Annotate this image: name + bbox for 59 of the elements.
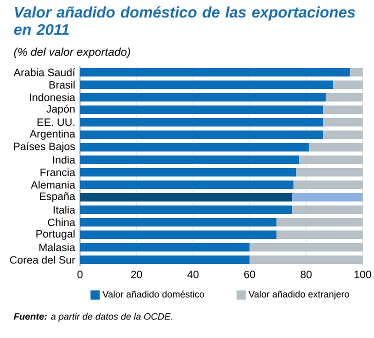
y-tick-label: Japón	[46, 104, 75, 115]
y-tick-label: India	[53, 156, 76, 164]
chart-title: Valor añadido doméstico de las exportaciones en 2011	[14, 6, 356, 35]
bar	[326, 92, 363, 102]
bar	[80, 68, 350, 76]
bar	[250, 255, 363, 264]
bar	[80, 80, 333, 89]
y-tick-label: España	[40, 192, 76, 202]
x-tick-label: 40	[187, 270, 199, 278]
y-tick-label: Arabia Saudí	[14, 68, 76, 76]
bar	[296, 168, 363, 176]
chart-subtitle: (% del valor exportado)	[14, 48, 130, 58]
bar	[80, 118, 324, 126]
y-tick-label: EE. UU.	[38, 118, 74, 126]
y-tick-label: China	[48, 218, 76, 226]
bar	[80, 242, 250, 252]
bar	[323, 130, 363, 139]
bar	[276, 230, 363, 239]
legend-label: Valor añadido extranjero	[248, 290, 350, 300]
bar	[80, 218, 276, 226]
bar	[80, 105, 324, 114]
y-tick-label: Portugal	[36, 230, 75, 240]
bar	[80, 192, 292, 202]
bar	[80, 255, 250, 264]
x-tick-label: 60	[244, 270, 256, 278]
bar	[299, 155, 363, 164]
bar	[80, 92, 326, 102]
x-tick-label: 100	[354, 270, 372, 278]
bar	[350, 68, 363, 76]
y-tick-label: Alemania	[30, 180, 76, 189]
bar	[80, 142, 309, 152]
bar	[250, 242, 363, 252]
y-tick-label: Argentina	[30, 130, 76, 140]
y-tick-label: Brasil	[50, 80, 75, 89]
bar	[80, 230, 276, 239]
bar	[80, 168, 296, 176]
bar	[292, 192, 363, 202]
y-tick-label: Indonesia	[30, 93, 76, 102]
bar	[293, 180, 363, 189]
bar	[80, 180, 294, 189]
bar	[332, 80, 363, 89]
y-tick-label: Países Bajos	[14, 142, 75, 152]
bar	[323, 105, 363, 114]
legend-label: Valor añadido doméstico	[102, 290, 204, 298]
x-tick-label: 80	[300, 270, 312, 278]
y-tick-label: Francia	[40, 168, 76, 176]
bar	[276, 218, 363, 226]
y-tick-label: Italia	[54, 206, 76, 214]
bar	[323, 118, 363, 126]
y-tick-label: Malasia	[39, 243, 76, 252]
bar	[80, 130, 324, 139]
bar	[80, 205, 292, 214]
bar	[292, 205, 363, 214]
y-tick-label: Corea del Sur	[10, 256, 76, 264]
x-tick-label: 20	[131, 270, 142, 278]
text: Fuente: a partir de datos de la OCDE.	[14, 312, 172, 322]
bar	[80, 155, 300, 164]
bar	[308, 142, 363, 152]
x-tick-label: 0	[77, 270, 83, 278]
